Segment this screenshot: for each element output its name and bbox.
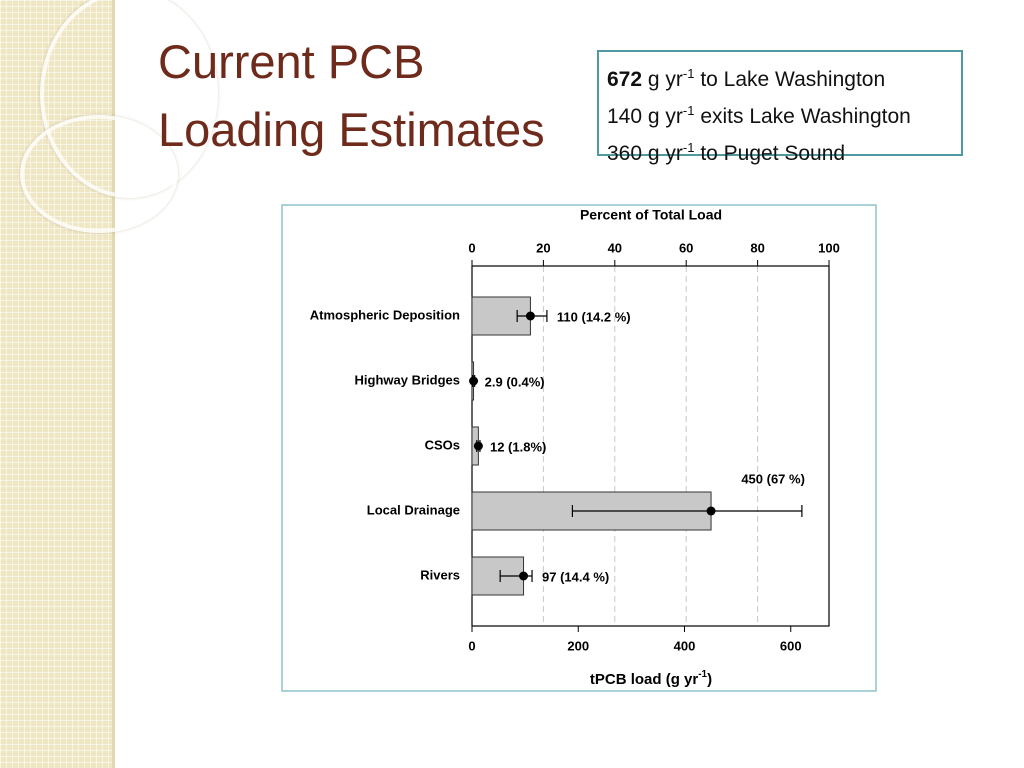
info-exponent: -1 bbox=[682, 140, 695, 155]
point bbox=[469, 376, 479, 386]
y-tick-label: Local Drainage bbox=[367, 502, 460, 517]
x2-tick-label: 60 bbox=[679, 240, 693, 255]
info-text: to Puget Sound bbox=[700, 142, 846, 165]
title-line: Loading Estimates bbox=[158, 103, 545, 156]
x-axis-label-text: tPCB load (g yr bbox=[590, 671, 699, 688]
info-number: 360 bbox=[607, 142, 643, 165]
info-unit: g yr bbox=[647, 105, 683, 128]
info-text: to Lake Washington bbox=[700, 68, 886, 91]
x-tick-label: 600 bbox=[780, 638, 802, 653]
point bbox=[706, 506, 716, 516]
x2-tick-label: 40 bbox=[608, 240, 622, 255]
data-label: 2.9 (0.4%) bbox=[485, 374, 545, 389]
point bbox=[525, 311, 535, 321]
title-line: Current PCB bbox=[158, 35, 425, 88]
x-axis-label: tPCB load (g yr-1) bbox=[590, 669, 712, 688]
chart: 0 20 40 60 80 100 Percent of Total Load 0 200 400… bbox=[281, 204, 877, 692]
chart-title: Percent of Total Load bbox=[580, 207, 722, 223]
x-tick-label: 200 bbox=[567, 638, 589, 653]
chart-frame bbox=[281, 204, 877, 692]
info-exponent: -1 bbox=[682, 66, 695, 81]
x-tick-label: 0 bbox=[468, 638, 475, 653]
x-tick-label: 400 bbox=[674, 638, 696, 653]
info-unit: g yr bbox=[647, 142, 683, 165]
info-number: 672 bbox=[607, 68, 643, 91]
y-tick-label: Rivers bbox=[420, 567, 460, 582]
data-label: 450 (67 %) bbox=[741, 471, 805, 486]
info-line: 360 g yr-1 to Puget Sound bbox=[607, 132, 953, 169]
data-label: 12 (1.8%) bbox=[490, 439, 546, 454]
info-box: 672 g yr-1 to Lake Washington 140 g yr-1 … bbox=[597, 50, 963, 165]
x-axis-label-suffix: ) bbox=[707, 671, 712, 688]
info-number: 140 bbox=[607, 105, 643, 128]
x2-tick-label: 0 bbox=[468, 240, 475, 255]
info-exponent: -1 bbox=[682, 103, 695, 118]
info-line: 140 g yr-1 exits Lake Washington bbox=[607, 95, 953, 132]
decor-ring bbox=[20, 115, 178, 233]
x2-tick-label: 20 bbox=[536, 240, 550, 255]
y-tick-label: Highway Bridges bbox=[355, 372, 460, 387]
info-unit: g yr bbox=[647, 68, 683, 91]
point bbox=[519, 571, 529, 581]
slide-title: Current PCB Loading Estimates bbox=[158, 28, 545, 164]
point bbox=[473, 441, 483, 451]
x-axis-label-sup: -1 bbox=[698, 669, 707, 680]
x2-tick-label: 100 bbox=[818, 240, 840, 255]
y-tick-label: CSOs bbox=[425, 437, 460, 452]
error-bar bbox=[571, 505, 803, 517]
x2-tick-label: 80 bbox=[750, 240, 764, 255]
y-tick-label: Atmospheric Deposition bbox=[310, 307, 460, 322]
data-label: 97 (14.4 %) bbox=[542, 569, 609, 584]
info-line: 672 g yr-1 to Lake Washington bbox=[607, 58, 953, 95]
data-label: 110 (14.2 %) bbox=[557, 309, 631, 324]
info-text: exits Lake Washington bbox=[700, 105, 911, 128]
